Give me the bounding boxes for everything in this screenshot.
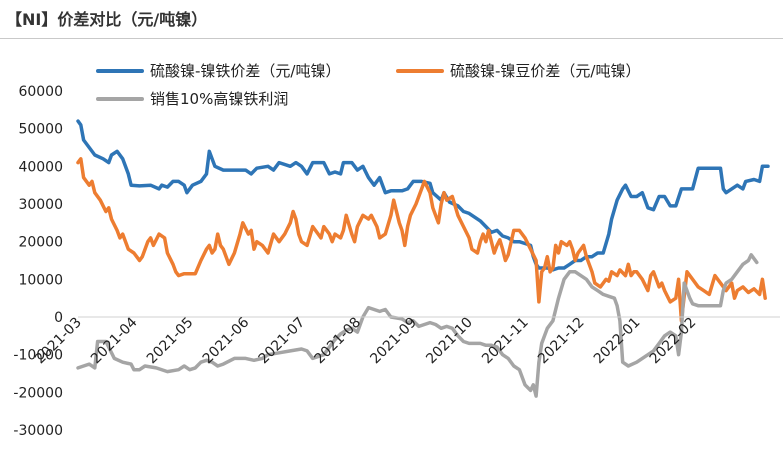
y-tick-label: 50000 [18, 122, 63, 138]
x-axis: 2021-03 2021-04 2021-05 2021-06 2021-07 2021-… [32, 314, 780, 367]
x-tick-label: 2022-01 [591, 315, 644, 368]
x-tick-label: 2021-05 [144, 315, 197, 368]
series-line-3 [76, 253, 759, 398]
page-title: 【NI】价差对比（元/吨镍） [6, 10, 208, 29]
title-divider [0, 38, 783, 39]
legend-label-2: 硫酸镍-镍豆价差（元/吨镍） [450, 62, 640, 80]
y-tick-label: -30000 [13, 423, 63, 439]
x-tick-label: 2021-07 [256, 315, 309, 368]
y-tick-label: -10000 [13, 348, 63, 364]
y-axis: 60000 50000 40000 30000 20000 10000 0 -10000 -20… [13, 84, 63, 439]
x-tick-label: 2022-02 [647, 315, 700, 368]
y-tick-label: -20000 [13, 385, 63, 401]
y-tick-label: 20000 [18, 235, 63, 251]
legend-label-3: 销售10%高镍铁利润 [150, 90, 288, 108]
y-tick-label: 0 [54, 310, 63, 326]
x-tick-label: 2021-09 [367, 315, 420, 368]
series-line-1 [76, 119, 770, 272]
series-line-2 [76, 157, 767, 323]
y-tick-label: 40000 [18, 159, 63, 175]
x-tick-label: 2021-08 [312, 315, 365, 368]
legend-label-1: 硫酸镍-镍铁价差（元/吨镍） [150, 62, 340, 80]
y-tick-label: 60000 [18, 84, 63, 100]
series-layer [76, 119, 770, 398]
y-tick-label: 10000 [18, 272, 63, 288]
legend: 硫酸镍-镍铁价差（元/吨镍） 硫酸镍-镍豆价差（元/吨镍） 销售10%高镍铁利润 [96, 62, 640, 108]
x-tick-label: 2021-11 [479, 315, 532, 368]
y-tick-label: 30000 [18, 197, 63, 213]
